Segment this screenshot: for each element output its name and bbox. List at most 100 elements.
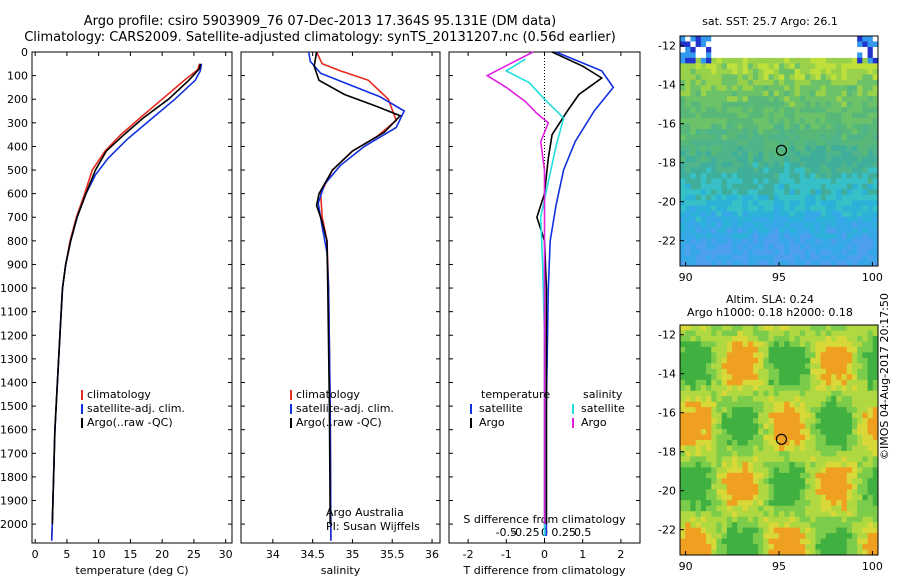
map-cell — [737, 167, 743, 174]
map-cell — [685, 379, 691, 386]
map-cell — [742, 352, 749, 359]
map-cell — [799, 544, 806, 550]
map-cell — [820, 260, 827, 267]
map-cell — [742, 134, 749, 141]
map-cell — [773, 90, 780, 97]
map-cell — [805, 429, 811, 435]
map-cell — [784, 385, 790, 392]
map-cell — [831, 63, 837, 70]
map-cell — [695, 505, 702, 512]
map-cell — [773, 140, 780, 146]
map-cell — [805, 423, 811, 430]
map-cell — [862, 401, 868, 408]
map-cell — [711, 450, 717, 457]
map-cell — [773, 189, 780, 196]
map-cell — [706, 211, 712, 218]
map-cell — [784, 379, 790, 386]
map-cell — [721, 500, 728, 507]
map-cell — [721, 363, 728, 370]
map-cell — [742, 456, 749, 463]
map-cell — [810, 96, 816, 103]
map-cell — [836, 522, 842, 529]
map-cell — [726, 101, 733, 108]
map-cell — [794, 412, 801, 419]
map-cell — [784, 112, 790, 119]
map-cell — [680, 249, 686, 256]
map-cell — [841, 90, 848, 97]
map-cell — [758, 461, 764, 468]
map-cell — [680, 401, 686, 408]
map-cell — [867, 112, 874, 119]
map-cell — [737, 440, 743, 446]
map-cell — [685, 450, 691, 457]
map-cell — [784, 505, 790, 512]
map-cell — [742, 549, 749, 556]
map-cell — [846, 85, 853, 92]
salinity-profile-frame — [240, 51, 441, 544]
map-cell — [685, 516, 691, 523]
map-cell — [846, 189, 853, 196]
map-cell — [857, 172, 863, 179]
map-cell — [805, 494, 811, 501]
map-cell — [721, 161, 728, 168]
map-cell — [711, 511, 717, 518]
map-cell — [732, 90, 738, 97]
map-cell — [872, 544, 879, 550]
map-cell — [810, 407, 816, 414]
map-cell — [758, 549, 764, 556]
map-cell — [862, 467, 868, 474]
map-cell — [737, 538, 743, 545]
map-cell — [846, 461, 853, 468]
map-cell — [742, 385, 749, 392]
map-cell — [758, 227, 764, 234]
map-cell — [784, 352, 790, 359]
map-cell — [872, 505, 879, 512]
map-cell — [680, 107, 686, 114]
map-cell — [805, 63, 811, 70]
map-cell — [685, 385, 691, 392]
map-cell — [732, 216, 738, 223]
map-cell — [695, 222, 702, 229]
map-cell — [695, 96, 702, 103]
map-cell — [815, 249, 822, 256]
map-cell — [841, 194, 848, 201]
map-cell — [841, 467, 848, 474]
map-cell — [789, 341, 796, 348]
map-cell — [779, 205, 785, 212]
map-cell — [805, 260, 811, 267]
map-cell — [726, 483, 733, 490]
map-cell — [810, 85, 816, 92]
map-cell — [700, 90, 707, 97]
map-cell — [695, 357, 702, 364]
map-cell — [695, 145, 702, 152]
map-cell — [784, 407, 790, 414]
map-cell — [695, 129, 702, 135]
map-cell — [841, 96, 848, 103]
map-cell — [742, 260, 749, 267]
map-cell — [695, 194, 702, 201]
map-cell — [862, 450, 868, 457]
map-cell — [831, 511, 837, 518]
map-cell — [690, 249, 697, 256]
map-cell — [752, 429, 759, 435]
map-cell — [737, 145, 743, 152]
map-cell — [726, 52, 733, 59]
map-cell — [716, 385, 723, 392]
map-cell — [711, 516, 717, 523]
map-cell — [752, 352, 759, 359]
map-cell — [784, 527, 790, 534]
map-cell — [851, 107, 858, 114]
map-cell — [805, 140, 811, 146]
map-cell — [690, 483, 697, 490]
map-cell — [763, 151, 769, 157]
map-cell — [721, 522, 728, 529]
map-cell — [825, 478, 832, 485]
map-cell — [716, 36, 723, 42]
map-cell — [831, 178, 837, 185]
map-cell — [763, 527, 769, 534]
map-cell — [805, 227, 811, 234]
map-cell — [768, 478, 775, 485]
map-cell — [799, 325, 806, 331]
map-cell — [721, 178, 728, 185]
map-cell — [721, 68, 728, 75]
